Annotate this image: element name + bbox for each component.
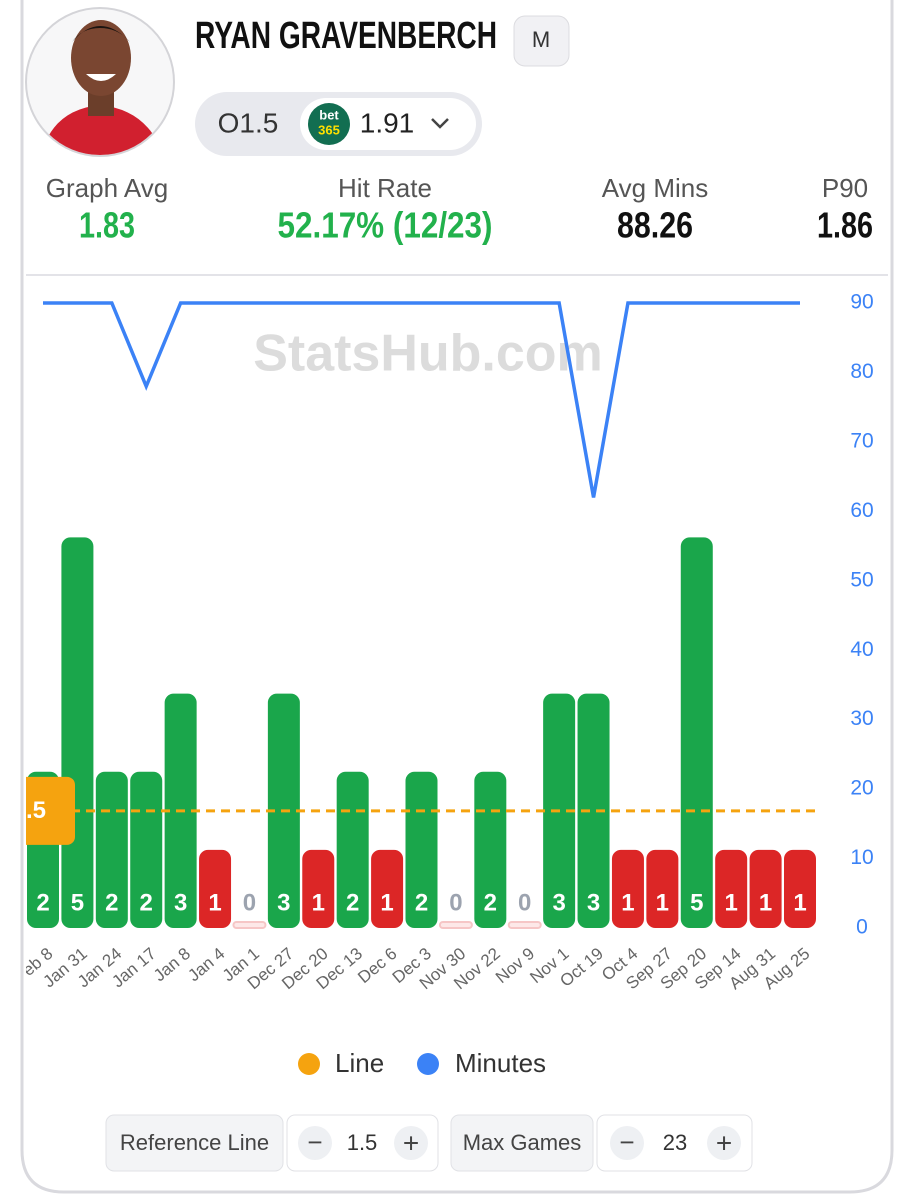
bar-label: 1 — [312, 889, 325, 916]
bar — [507, 921, 542, 929]
plus-icon: + — [716, 1127, 732, 1158]
bookmaker-logo — [308, 103, 350, 145]
bar — [646, 849, 679, 928]
stat-value: 1.83 — [79, 205, 135, 246]
bar — [199, 849, 232, 928]
bar-label: 1 — [759, 889, 772, 916]
stat-label: P90 — [822, 173, 868, 203]
bar-label: 3 — [587, 889, 600, 916]
y2-tick-label: 80 — [850, 360, 873, 383]
reference-badge — [26, 776, 75, 845]
bar-label: 2 — [415, 889, 428, 916]
bar — [577, 693, 610, 928]
bar — [749, 849, 782, 928]
bar-label: 1 — [656, 889, 669, 916]
position-badge — [513, 15, 570, 67]
odds: 1.91 — [360, 107, 415, 138]
bar-label: 0 — [449, 889, 462, 916]
legend-swatch — [298, 1053, 320, 1075]
bar-label: 1 — [725, 889, 738, 916]
y2-tick-label: 50 — [850, 568, 873, 591]
bar-label: 2 — [140, 889, 153, 916]
plus-button[interactable] — [707, 1126, 741, 1160]
bar — [371, 849, 404, 928]
bar — [784, 849, 816, 928]
position: M — [532, 27, 550, 52]
bar — [61, 537, 94, 928]
bar-label: 3 — [174, 889, 187, 916]
bar-label: 1 — [380, 889, 393, 916]
bar-label: 1 — [621, 889, 634, 916]
player-name: RYAN GRAVENBERCH — [195, 15, 497, 57]
y2-tick-label: 30 — [850, 707, 873, 730]
control-label: Max Games — [463, 1130, 582, 1155]
stepper — [286, 1114, 439, 1172]
minus-icon: − — [619, 1127, 634, 1157]
legend-swatch — [417, 1053, 439, 1075]
bookmaker-text: bet — [319, 107, 339, 122]
control-label-box — [105, 1114, 284, 1172]
stepper-value: 1.5 — [347, 1130, 378, 1155]
bar-label: 0 — [518, 889, 531, 916]
legend-label: Line — [335, 1048, 384, 1078]
bar-label: 2 — [36, 889, 49, 916]
minus-button[interactable] — [610, 1126, 644, 1160]
stat-label: Hit Rate — [338, 173, 432, 203]
y2-tick-label: 40 — [850, 638, 873, 661]
y2-tick-label: 10 — [850, 846, 873, 869]
y2-tick-label: 20 — [850, 777, 873, 800]
control-label: Reference Line — [120, 1130, 269, 1155]
bar-label: 1 — [208, 889, 221, 916]
chevron — [431, 118, 449, 129]
control-label-box — [450, 1114, 594, 1172]
y2-tick-label: 60 — [850, 499, 873, 522]
bar-label: 5 — [690, 889, 703, 916]
y2-tick-label: 0 — [856, 916, 868, 939]
stat-value: 1.86 — [817, 205, 873, 246]
stat-label: Graph Avg — [46, 173, 168, 203]
bar-label: 2 — [484, 889, 497, 916]
stat-value: 88.26 — [617, 205, 693, 246]
bar — [680, 537, 713, 928]
bar — [715, 849, 748, 928]
stat-value: 52.17% (12/23) — [278, 205, 493, 246]
stat-label: Avg Mins — [602, 173, 708, 203]
bar-label: 2 — [346, 889, 359, 916]
plus-icon: + — [403, 1127, 419, 1158]
reference-label: 1.5 — [13, 797, 46, 824]
bar-label: 2 — [105, 889, 118, 916]
bar — [438, 921, 473, 929]
bar — [611, 849, 644, 928]
bookmaker-text: 365 — [318, 122, 340, 137]
legend-label: Minutes — [455, 1048, 546, 1078]
bar-label: 1 — [793, 889, 806, 916]
minutes-line — [43, 301, 800, 498]
stepper-value: 23 — [663, 1130, 687, 1155]
bar-label: 3 — [277, 889, 290, 916]
watermark: StatsHub.com — [253, 325, 603, 383]
bar — [405, 771, 438, 928]
avatar — [25, 7, 175, 157]
bar — [232, 921, 267, 929]
bar — [302, 849, 335, 928]
plus-button[interactable] — [394, 1126, 428, 1160]
market-line: O1.5 — [218, 107, 279, 138]
bar-label: 5 — [71, 889, 84, 916]
minus-icon: − — [307, 1127, 322, 1157]
y2-tick-label: 70 — [850, 429, 873, 452]
minus-button[interactable] — [298, 1126, 332, 1160]
bar-label: 3 — [552, 889, 565, 916]
bar-label: 0 — [243, 889, 256, 916]
y2-tick-label: 90 — [850, 291, 873, 314]
